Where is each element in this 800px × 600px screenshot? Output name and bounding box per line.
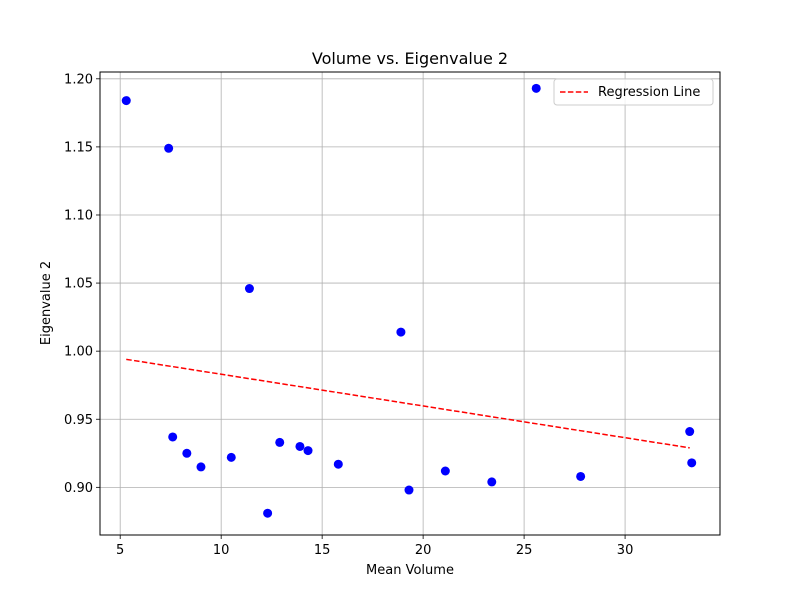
chart-title: Volume vs. Eigenvalue 2: [312, 49, 508, 68]
data-point: [168, 432, 178, 442]
grid-lines: [100, 72, 720, 535]
legend: Regression Line: [553, 78, 714, 106]
legend-box: [553, 78, 714, 106]
y-tick-label: 1.00: [64, 345, 93, 360]
data-point: [295, 441, 305, 451]
scatter-series: [121, 83, 697, 518]
x-axis-label: Mean Volume: [366, 563, 454, 578]
y-tick-label: 1.05: [64, 277, 93, 292]
x-axis: 5 10 15 20 25 30: [116, 535, 633, 558]
data-point: [303, 446, 313, 456]
data-point: [685, 427, 695, 437]
regression-line: [126, 358, 690, 449]
y-axis-label: Eigenvalue 2: [39, 261, 54, 345]
data-point: [275, 437, 285, 447]
x-tick-label: 5: [116, 543, 124, 558]
y-tick-label: 0.90: [64, 481, 93, 496]
legend-regression-label: Regression Line: [598, 85, 700, 100]
data-point: [196, 462, 206, 472]
y-tick-label: 1.10: [64, 208, 93, 223]
x-tick-label: 10: [213, 543, 230, 558]
data-point: [440, 466, 450, 476]
regression-series: [126, 358, 690, 449]
data-point: [333, 459, 343, 469]
data-point: [404, 485, 414, 495]
data-point: [576, 471, 586, 481]
data-point: [396, 327, 406, 337]
x-tick-label: 30: [617, 543, 634, 558]
data-point: [263, 508, 273, 518]
x-tick-label: 25: [516, 543, 533, 558]
data-point: [687, 458, 697, 468]
data-point: [487, 477, 497, 487]
data-point: [226, 452, 236, 462]
y-tick-label: 1.15: [64, 140, 93, 155]
x-tick-label: 20: [415, 543, 432, 558]
x-tick-label: 15: [314, 543, 331, 558]
data-point: [182, 448, 192, 458]
y-axis: 0.90 0.95 1.00 1.05 1.10 1.15 1.20: [64, 72, 100, 496]
data-point: [531, 83, 541, 93]
y-tick-label: 1.20: [64, 72, 93, 87]
data-point: [121, 96, 131, 106]
data-point: [164, 143, 174, 153]
plot-frame: [99, 71, 721, 536]
y-tick-label: 0.95: [64, 413, 93, 428]
data-point: [244, 284, 254, 294]
